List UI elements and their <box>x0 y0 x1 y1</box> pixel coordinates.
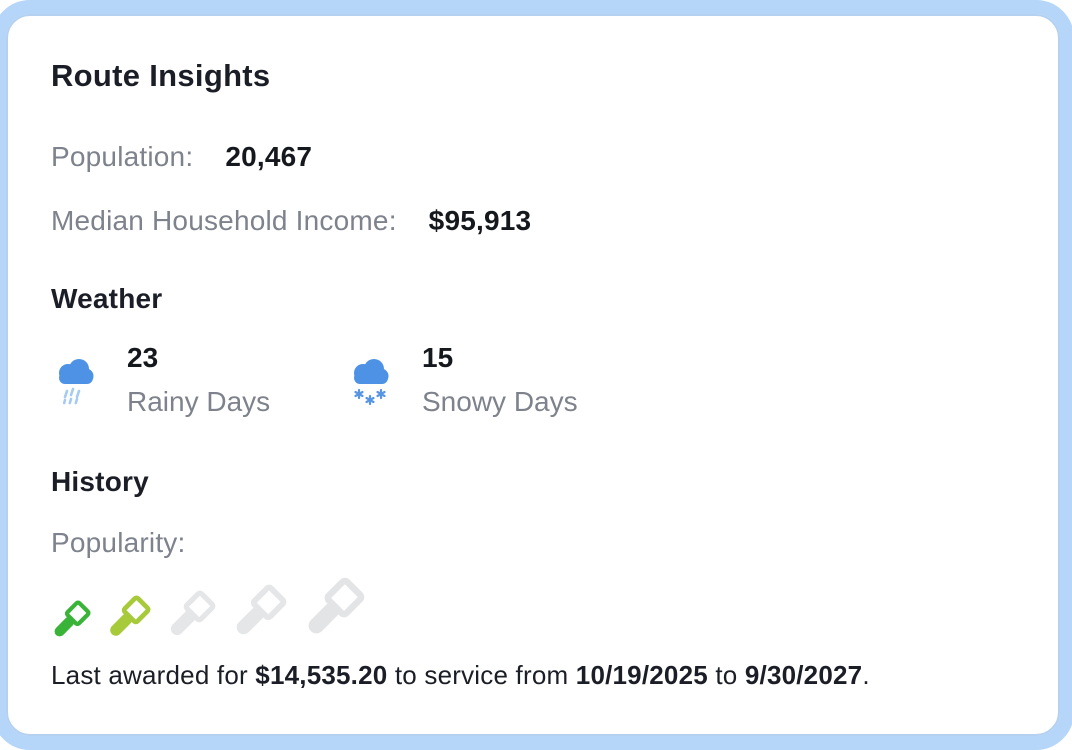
popularity-gavel-icon <box>54 600 91 637</box>
award-start-date: 10/19/2025 <box>575 660 708 690</box>
award-prefix: Last awarded for <box>51 660 256 690</box>
popularity-label: Popularity: <box>51 527 186 558</box>
rain-cloud-icon <box>51 354 99 412</box>
population-value: 20,467 <box>225 141 313 172</box>
card-title: Route Insights <box>51 58 271 93</box>
rainy-days-label: Rainy Days <box>127 386 271 417</box>
weather-item-text: 23 Rainy Days <box>127 340 270 418</box>
income-value: $95,913 <box>428 205 532 236</box>
weather-item-snowy: 15 Snowy Days <box>346 340 641 418</box>
weather-heading: Weather <box>51 283 163 314</box>
population-label: Population: <box>51 141 194 172</box>
popularity-gavel-icon <box>110 595 151 636</box>
award-period: . <box>862 660 870 690</box>
weather-item-rainy: 23 Rainy Days <box>51 340 346 418</box>
award-amount: $14,535.20 <box>255 660 388 690</box>
weather-item-text: 15 Snowy Days <box>422 340 578 418</box>
history-heading: History <box>51 466 149 497</box>
income-stat: Median Household Income: $95,913 <box>51 205 531 237</box>
popularity-gavel-icon <box>308 577 365 634</box>
award-end-date: 9/30/2027 <box>744 660 863 690</box>
popularity-rating <box>49 568 365 642</box>
snow-cloud-icon <box>346 354 394 412</box>
popularity-gavel-icon <box>236 584 287 635</box>
snowy-days-value: 15 <box>422 342 454 373</box>
award-middle: to service from <box>387 660 576 690</box>
popularity-gavel-icon <box>170 590 216 636</box>
snowy-days-label: Snowy Days <box>422 386 578 417</box>
rainy-days-value: 23 <box>127 342 159 373</box>
population-stat: Population: 20,467 <box>51 141 312 173</box>
income-label: Median Household Income: <box>51 205 397 236</box>
award-to: to <box>707 660 745 690</box>
weather-row: 23 Rainy Days <box>51 340 641 418</box>
last-award-text: Last awarded for $14,535.20 to service f… <box>51 660 870 691</box>
